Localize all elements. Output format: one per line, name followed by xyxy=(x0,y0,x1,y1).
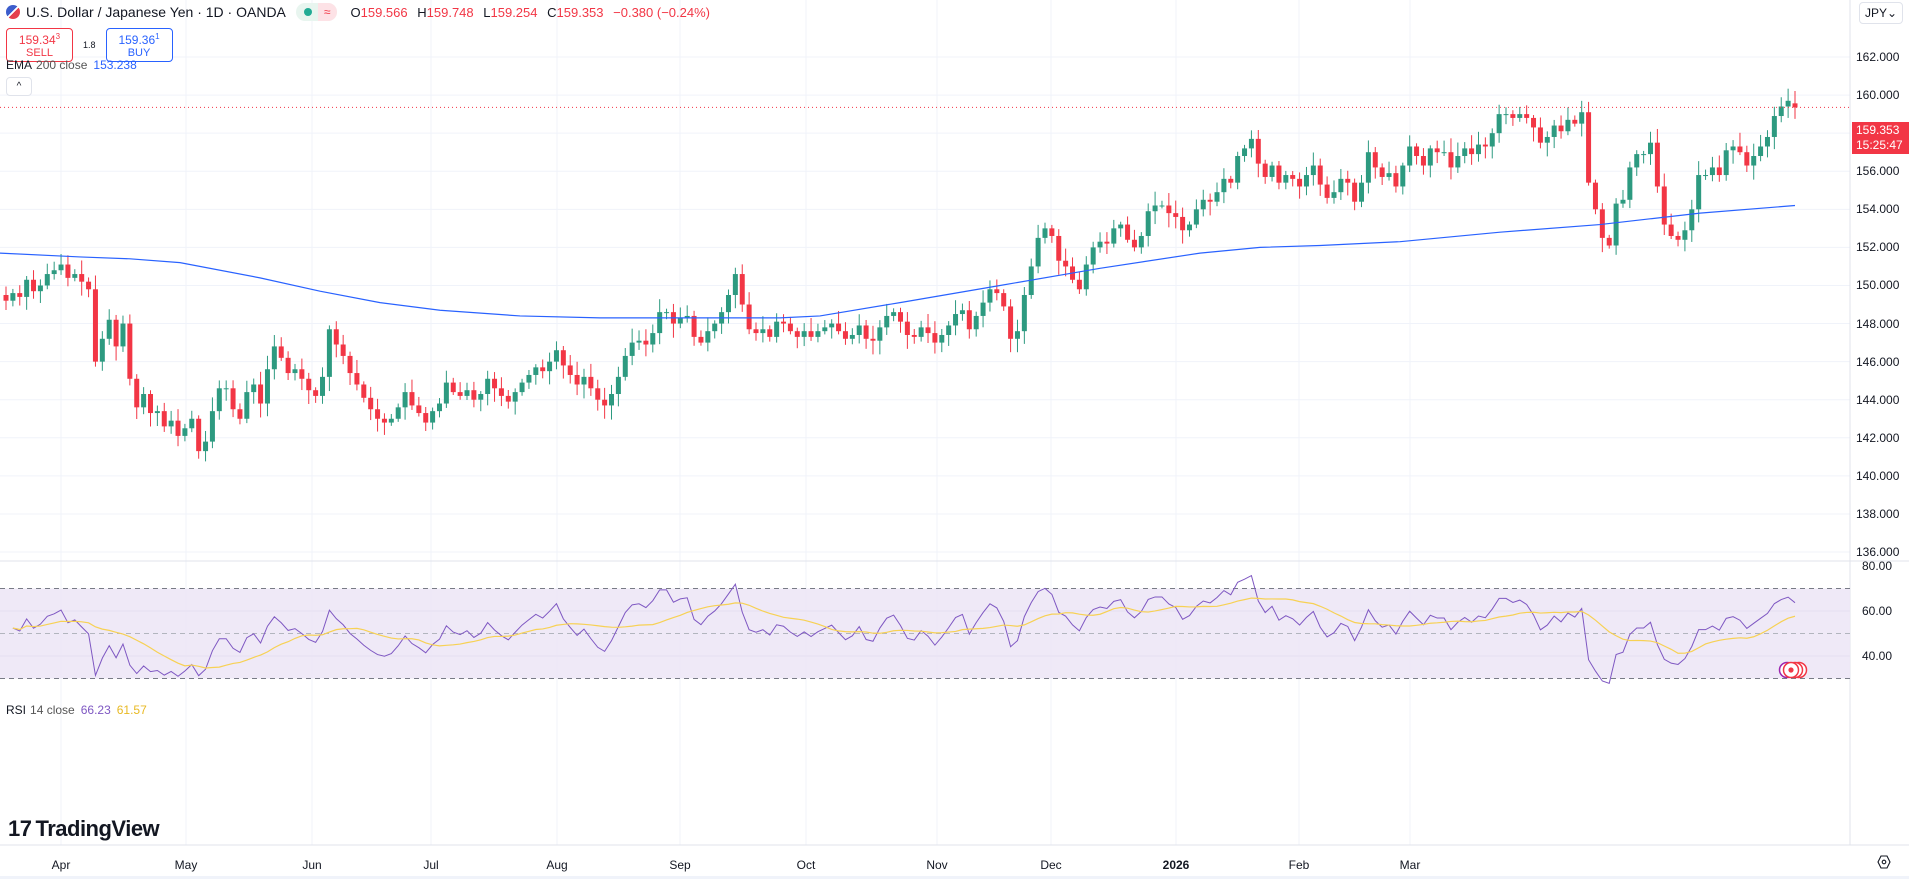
economic-events-icon[interactable] xyxy=(1775,661,1817,679)
sell-price: 159.34 xyxy=(18,33,56,47)
price-tick-label: 136.000 xyxy=(1856,545,1900,560)
price-tick-label: 140.000 xyxy=(1856,468,1900,483)
bottom-border xyxy=(0,876,1909,879)
open-value: 159.566 xyxy=(360,4,408,20)
time-tick-label: Sep xyxy=(669,858,691,872)
price-tick-label: 138.000 xyxy=(1856,506,1900,521)
price-tick-label: 148.000 xyxy=(1856,316,1900,331)
rsi-ma-value: 61.57 xyxy=(116,703,147,717)
price-tick-label: 144.000 xyxy=(1856,392,1900,407)
time-tick-label: Jun xyxy=(302,858,322,872)
close-value: 159.353 xyxy=(556,4,604,20)
time-tick-label: Apr xyxy=(51,858,71,872)
chevron-down-icon: ⌄ xyxy=(1887,6,1898,20)
rsi-label: RSI xyxy=(6,703,27,717)
ema-label: EMA xyxy=(6,58,33,72)
low-key: L xyxy=(483,4,491,20)
last-price: 159.353 xyxy=(1856,123,1900,137)
spread-value: 1.8 xyxy=(83,40,96,50)
buy-button[interactable]: 159.361 BUY xyxy=(105,28,173,62)
rsi-params: 14 close xyxy=(30,703,75,717)
ohlc-values: O159.566 H159.748 L159.254 C159.353 −0.3… xyxy=(345,5,711,20)
time-tick-label: Feb xyxy=(1288,858,1310,872)
buy-label: BUY xyxy=(127,47,151,59)
rsi-value: 66.23 xyxy=(80,703,111,717)
close-key: C xyxy=(547,4,557,20)
price-tick-label: 154.000 xyxy=(1856,202,1900,217)
rsi-legend[interactable]: RSI 14 close 66.23 61.57 xyxy=(6,703,147,717)
time-tick-label: Dec xyxy=(1040,858,1062,872)
rsi-tick-label: 60.00 xyxy=(1862,604,1893,618)
ema-value: 153.238 xyxy=(93,58,137,72)
last-price-tag: 159.353 15:25:47 xyxy=(1852,122,1909,154)
time-tick-label: May xyxy=(174,858,198,872)
price-tick-label: 142.000 xyxy=(1856,430,1900,445)
price-tick-label: 150.000 xyxy=(1856,278,1900,293)
time-tick-label: 2026 xyxy=(1162,858,1190,872)
collapse-legend-button[interactable]: ^ xyxy=(6,77,32,96)
price-tick-label: 146.000 xyxy=(1856,354,1900,369)
change-value: −0.380 (−0.24%) xyxy=(613,4,710,20)
price-tick-label: 156.000 xyxy=(1856,164,1900,179)
time-tick-label: Aug xyxy=(546,858,568,872)
tradingview-logo[interactable]: 17 TradingView xyxy=(8,816,160,842)
price-tick-label: 152.000 xyxy=(1856,240,1900,255)
price-tick-label: 160.000 xyxy=(1856,88,1900,103)
symbol-title[interactable]: U.S. Dollar / Japanese Yen · 1D · OANDA xyxy=(26,4,286,20)
tradingview-logo-mark-icon: 17 xyxy=(8,816,32,841)
rsi-tick-label: 40.00 xyxy=(1862,649,1893,663)
low-value: 159.254 xyxy=(490,4,538,20)
trade-panel: 159.343 SELL 1.8 159.361 BUY xyxy=(6,28,173,62)
sell-label: SELL xyxy=(26,47,53,59)
tradingview-logo-text: TradingView xyxy=(35,816,160,841)
time-tick-label: Oct xyxy=(796,858,816,872)
delayed-data-icon: ≈ xyxy=(317,3,337,21)
high-value: 159.748 xyxy=(426,4,474,20)
ema-params: 200 close xyxy=(36,58,88,72)
open-key: O xyxy=(350,4,361,20)
chart-settings-icon[interactable] xyxy=(1877,855,1891,869)
currency-label: JPY xyxy=(1865,6,1888,20)
sell-button[interactable]: 159.343 SELL xyxy=(6,28,73,62)
market-open-dot-icon xyxy=(303,8,312,16)
time-tick-label: Nov xyxy=(926,858,948,872)
buy-price-pip: 1 xyxy=(155,32,160,41)
market-status-pill[interactable]: ≈ xyxy=(295,3,337,21)
currency-selector[interactable]: JPY ⌄ xyxy=(1859,2,1903,24)
buy-price: 159.36 xyxy=(118,33,156,47)
ema-legend[interactable]: EMA 200 close 153.238 xyxy=(6,58,137,72)
bar-countdown: 15:25:47 xyxy=(1856,138,1903,152)
high-key: H xyxy=(417,4,427,20)
sell-price-pip: 3 xyxy=(55,32,61,41)
symbol-legend: U.S. Dollar / Japanese Yen · 1D · OANDA … xyxy=(6,3,710,21)
price-tick-label: 162.000 xyxy=(1856,50,1900,64)
rsi-tick-label: 80.00 xyxy=(1862,559,1893,573)
us-flag-icon xyxy=(6,5,20,19)
chevron-up-icon: ^ xyxy=(16,81,22,92)
time-tick-label: Mar xyxy=(1399,858,1421,872)
time-tick-label: Jul xyxy=(423,858,439,872)
